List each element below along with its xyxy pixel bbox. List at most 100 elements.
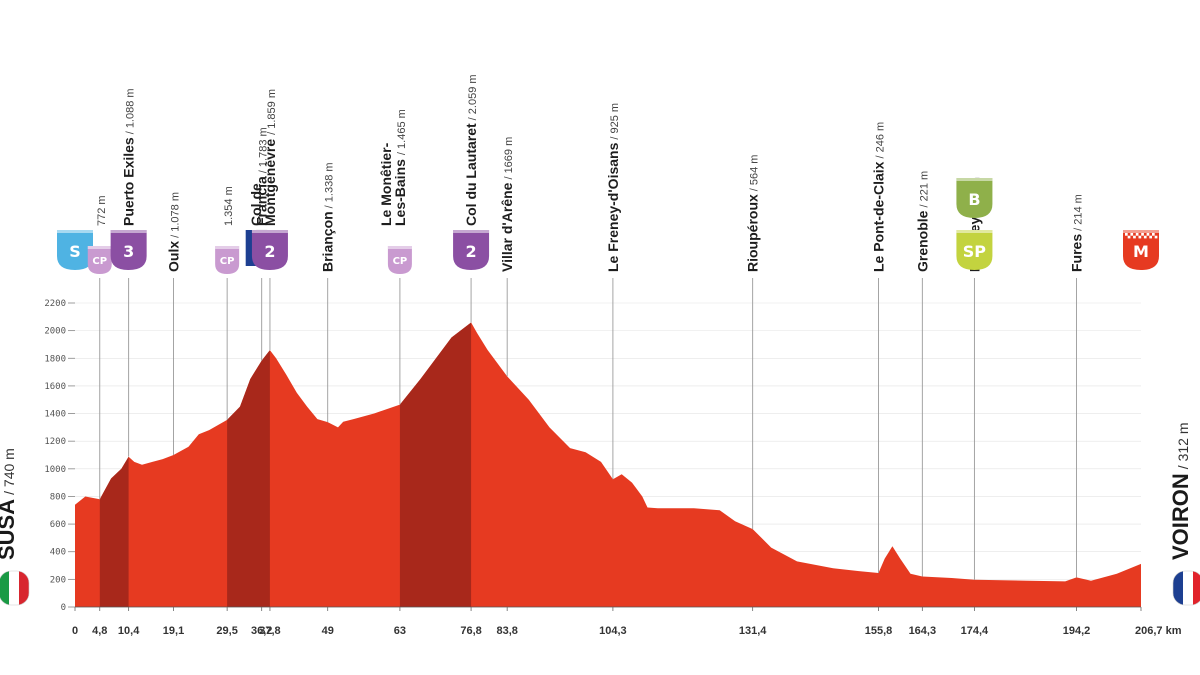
badge-label: S xyxy=(69,242,81,261)
y-tick-label: 2000 xyxy=(44,327,66,337)
badge-shield xyxy=(453,230,490,270)
waypoint-label: Puerto Exiles / 1.088 m xyxy=(121,88,137,226)
badge-top-stripe xyxy=(215,246,240,249)
badge-shield xyxy=(956,230,993,270)
y-tick-label: 600 xyxy=(50,520,66,530)
waypoint-badge: SP xyxy=(956,230,993,270)
x-axis: 0 4,8 10,4 19,1 29,5 36,237,8 49 63 76,8 83,8 104,… xyxy=(72,606,1182,637)
waypoint-label: Col deMontgenèvre / 1.859 m xyxy=(248,89,278,226)
finish-check xyxy=(1149,235,1152,239)
x-tick-label: 164,3 xyxy=(909,625,937,637)
x-tick-label: 4,8 xyxy=(92,625,107,637)
badge-label: SP xyxy=(963,242,987,261)
waypoint-label: Villar d'Arêne / 1669 m xyxy=(499,137,515,272)
badge-top-stripe xyxy=(453,230,490,233)
badge-shield xyxy=(57,230,93,270)
badge-shield xyxy=(215,246,240,274)
waypoint-altitude: / 1.078 m xyxy=(170,192,182,238)
x-tick-label: 36,2 xyxy=(251,625,272,637)
y-tick-label: 200 xyxy=(50,575,66,585)
climb-section xyxy=(99,456,129,607)
waypoint-label: Le Monêtier-Les-Bains / 1.465 m xyxy=(378,109,408,226)
waypoint-label: Francia / 1.783 m xyxy=(254,127,270,226)
x-tick-label: 174,4 xyxy=(961,625,989,637)
waypoint-leader-lines xyxy=(99,278,1077,580)
finish-check xyxy=(1141,233,1144,236)
finish-check xyxy=(1133,235,1136,239)
finish-check xyxy=(1152,233,1155,236)
x-tick-label: 83,8 xyxy=(496,625,517,637)
waypoint-label: Briançon / 1.338 m xyxy=(320,162,336,272)
start_city-city: SUSA / 740 m xyxy=(0,448,30,606)
waypoint-label: Grenoble / 221 m xyxy=(914,171,930,272)
badge-label: CP xyxy=(92,256,107,267)
badge-top-stripe xyxy=(57,230,93,233)
waypoint-altitude: / 564 m xyxy=(749,155,761,192)
y-axis: 0 200 400 600 800 1000 1200 1400 1600 1800 2000 220… xyxy=(44,299,75,613)
finish-check xyxy=(1143,235,1147,239)
waypoint-badge: M xyxy=(1123,230,1159,270)
start_city-city-label: SUSA / 740 m xyxy=(0,448,19,560)
waypoint-altitude: / 221 m xyxy=(918,171,930,208)
waypoint-altitude: / 925 m xyxy=(609,103,621,140)
waypoint-altitude: / 1669 m xyxy=(503,137,515,180)
start-finish-cities: SUSA / 740 m VOIRON / 312 m xyxy=(0,423,1200,606)
waypoint-name: Fures xyxy=(1069,234,1085,272)
start_city-city-name: SUSA xyxy=(0,499,19,560)
finish_city-flag-outline xyxy=(1172,570,1200,606)
start_city-flag-stripe xyxy=(19,571,29,605)
finish_city-city: VOIRON / 312 m xyxy=(1168,423,1200,606)
y-tick-label: 1400 xyxy=(44,410,66,420)
start_city-flag-stripe xyxy=(0,571,9,605)
waypoint-badge: CP xyxy=(215,246,240,274)
badge-shield xyxy=(87,246,112,274)
y-tick-label: 1200 xyxy=(44,437,66,447)
waypoint-name: Grenoble xyxy=(914,210,930,272)
waypoint-name: Villar d'Arêne xyxy=(499,182,515,272)
waypoint-badge: 3 xyxy=(110,230,147,270)
y-tick-label: 800 xyxy=(50,492,66,502)
badge-label: 2 xyxy=(466,242,477,261)
waypoint-name: Francia xyxy=(254,176,270,226)
start_city-flag-outline xyxy=(0,570,30,606)
badge-top-stripe xyxy=(110,230,147,233)
waypoint-altitude: 1.354 m xyxy=(223,186,235,226)
badge-shield xyxy=(956,178,993,218)
badge-top-stripe xyxy=(387,246,412,249)
finish_city-city-name: VOIRON xyxy=(1168,473,1193,560)
waypoint-altitude: / 1.088 m xyxy=(125,88,137,134)
x-tick-label: 19,1 xyxy=(163,625,184,637)
badge-top-stripe xyxy=(87,246,112,249)
x-tick-label: 104,3 xyxy=(599,625,627,637)
waypoint-altitude: / 214 m xyxy=(1073,194,1085,231)
waypoint-altitude: / 1.783 m xyxy=(258,127,270,173)
finish_city-flag-stripe xyxy=(1183,571,1193,605)
waypoint-name-line: Les-Bains xyxy=(392,159,408,226)
waypoint-name: Oulx xyxy=(166,241,182,272)
x-tick-label: 194,2 xyxy=(1063,625,1091,637)
finish-check xyxy=(1154,235,1158,239)
badge-shield xyxy=(251,230,288,270)
badge-label: M xyxy=(1133,242,1149,261)
flag-france-blue xyxy=(245,230,257,266)
x-tick-label: 131,4 xyxy=(739,625,767,637)
y-tick-label: 2200 xyxy=(44,299,66,309)
waypoint-name: Le Freney-d'Oisans xyxy=(605,142,621,272)
waypoint-altitude: / 2.059 m xyxy=(467,74,479,120)
waypoint-labels: 772 m Puerto Exiles / 1.088 m Oulx / 1.078 m… xyxy=(96,74,1085,272)
waypoint-altitude: 772 m xyxy=(96,195,108,226)
waypoint-name: Puerto Exiles xyxy=(121,137,137,226)
waypoint-name: Briançon xyxy=(320,211,336,272)
waypoint-badge: B xyxy=(956,178,993,218)
badge-top-stripe xyxy=(251,230,288,233)
waypoint-label: Le Freney-d'Oisans / 925 m xyxy=(605,103,621,272)
badge-label: 3 xyxy=(123,242,134,261)
x-tick-label: 37,8 xyxy=(259,625,280,637)
waypoint-name: Le Pont-de-Claix xyxy=(870,161,886,272)
badge-label: CP xyxy=(393,256,408,267)
x-tick-label: 49 xyxy=(322,625,334,637)
waypoint-label: Fures / 214 m xyxy=(1069,194,1085,272)
waypoint-badge: 2 xyxy=(453,230,490,270)
start_city-flag-stripe xyxy=(9,571,19,605)
